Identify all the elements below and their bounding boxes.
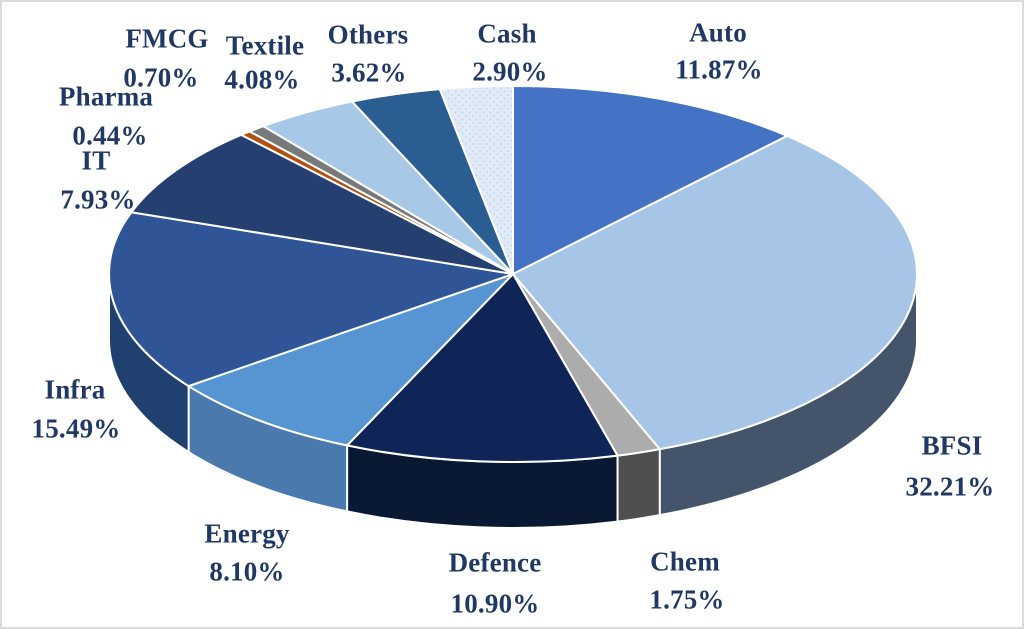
slice-name-chem: Chem bbox=[650, 546, 720, 577]
pie-slice-auto bbox=[512, 85, 789, 275]
pie-slice-infra bbox=[108, 211, 514, 388]
slice-value-chem: 1.75% bbox=[649, 584, 725, 615]
pie-slice-defence bbox=[346, 273, 619, 463]
slice-value-defence: 10.90% bbox=[450, 588, 540, 619]
slice-name-others: Others bbox=[327, 19, 409, 50]
slice-name-infra: Infra bbox=[44, 374, 106, 405]
slice-value-auto: 11.87% bbox=[675, 54, 763, 85]
slice-value-infra: 15.49% bbox=[31, 413, 121, 444]
pie-top-slices bbox=[108, 85, 918, 463]
slice-value-pharma: 0.44% bbox=[72, 120, 148, 151]
slice-value-others: 3.62% bbox=[331, 57, 407, 88]
pie-slice-bfsi bbox=[512, 134, 918, 451]
pie-slice-energy bbox=[187, 273, 514, 447]
slice-name-textile: Textile bbox=[225, 30, 305, 61]
slice-name-bfsi: BFSI bbox=[921, 430, 983, 461]
slice-value-energy: 8.10% bbox=[209, 556, 285, 587]
slice-name-fmcg: FMCG bbox=[125, 23, 209, 54]
slice-value-bfsi: 32.21% bbox=[905, 471, 995, 502]
slice-name-energy: Energy bbox=[204, 518, 290, 549]
slice-value-fmcg: 0.70% bbox=[123, 62, 199, 93]
pie-slice-cash bbox=[438, 85, 514, 275]
slice-name-pharma: Pharma bbox=[58, 81, 154, 112]
pie-slice-it bbox=[130, 133, 514, 275]
slice-value-textile: 4.08% bbox=[224, 64, 300, 95]
slice-value-it: 7.93% bbox=[60, 184, 136, 215]
pie-slice-side-chem bbox=[616, 448, 661, 523]
slice-name-defence: Defence bbox=[448, 547, 542, 578]
slice-name-cash: Cash bbox=[477, 18, 537, 49]
slice-name-it: IT bbox=[81, 145, 111, 176]
pie-side-walls bbox=[108, 273, 918, 529]
slice-name-auto: Auto bbox=[689, 17, 747, 48]
slice-value-cash: 2.90% bbox=[472, 56, 548, 87]
